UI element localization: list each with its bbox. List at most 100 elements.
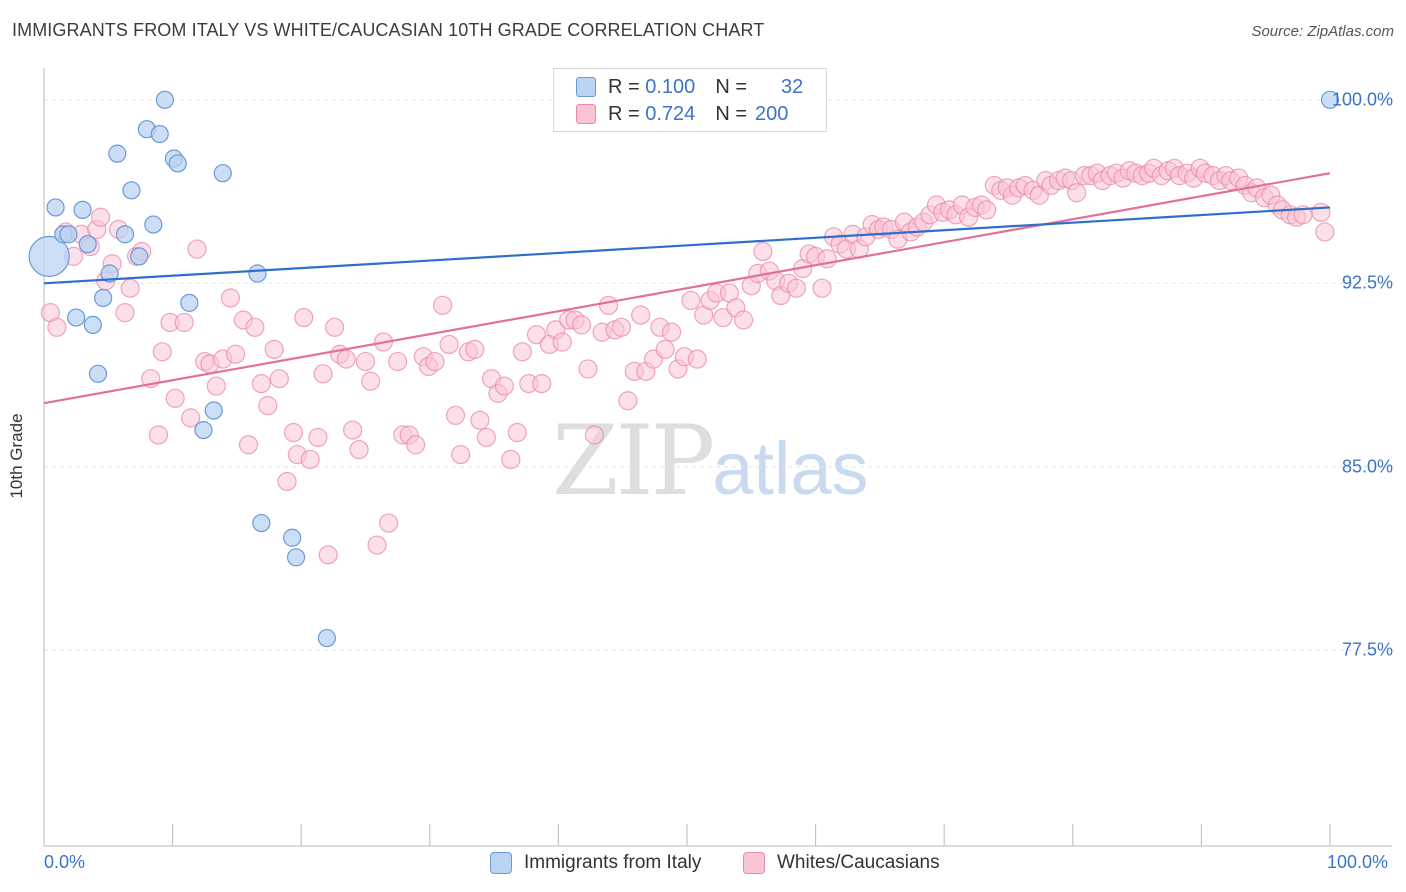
- pink-point: [165, 388, 185, 408]
- pink-point: [1311, 202, 1331, 222]
- italy-trend-line: [43, 206, 1331, 285]
- legend-row-italy: R = 0.100 N = 32: [576, 74, 803, 100]
- pink-point: [115, 303, 135, 323]
- pink-point: [451, 444, 471, 465]
- pink-point: [532, 374, 552, 394]
- r-label: R =: [608, 102, 640, 125]
- pink-point: [733, 310, 754, 330]
- pink-point: [277, 471, 297, 492]
- pink-point: [445, 405, 466, 426]
- pink-point: [308, 427, 328, 448]
- blue-point: [213, 164, 232, 183]
- blue-point: [283, 528, 302, 547]
- pink-point: [571, 315, 592, 335]
- legend-item-italy: Immigrants from Italy: [490, 852, 701, 874]
- pink-point: [269, 369, 289, 389]
- pink-point: [631, 305, 651, 325]
- pink-point: [349, 440, 369, 460]
- pink-point: [251, 374, 271, 394]
- watermark: ZIPatlas: [552, 405, 869, 517]
- pink-point: [552, 332, 572, 352]
- pink-point: [313, 364, 333, 384]
- blue-point: [130, 247, 149, 266]
- blue-point: [115, 225, 135, 244]
- pink-point: [1315, 222, 1335, 242]
- r-label: R =: [608, 75, 640, 98]
- trend-lines: [43, 172, 1331, 405]
- r-value: 0.100: [645, 75, 696, 98]
- watermark-zip: ZIP: [552, 405, 715, 517]
- pink-point: [361, 371, 381, 391]
- pink-point: [476, 427, 496, 448]
- watermark-atlas: atlas: [712, 427, 869, 510]
- blue-point: [78, 235, 97, 254]
- blue-point: [1320, 90, 1340, 109]
- pink-point: [681, 290, 701, 311]
- blue-point: [122, 181, 141, 200]
- n-value: 32: [781, 75, 804, 98]
- y-tick-label: 92.5%: [1341, 272, 1393, 293]
- pink-point: [406, 435, 426, 455]
- blue-point: [168, 154, 187, 173]
- blue-point: [73, 200, 92, 219]
- blue-point: [286, 548, 306, 567]
- pink-point: [611, 317, 632, 337]
- pink-point: [325, 317, 345, 337]
- pink-point: [753, 241, 773, 262]
- pink-point: [598, 295, 619, 315]
- blue-point: [100, 264, 119, 283]
- blue-point: [144, 215, 163, 234]
- x-tick-label-min: 0.0%: [44, 852, 86, 872]
- pink-point: [238, 435, 259, 455]
- blue-point: [248, 264, 267, 283]
- blue-point: [83, 315, 102, 334]
- legend-label: Immigrants from Italy: [524, 852, 702, 873]
- blue-point: [59, 225, 78, 244]
- blue-point: [94, 288, 113, 308]
- axes: [43, 68, 1392, 847]
- pink-point: [152, 342, 172, 362]
- pink-point: [713, 307, 733, 328]
- pink-point: [294, 307, 314, 328]
- y-tick-label: 85.0%: [1341, 456, 1393, 477]
- pink-point: [687, 349, 707, 369]
- pink-point: [226, 344, 246, 364]
- blue-square-icon: [490, 852, 512, 874]
- pink-point: [367, 535, 387, 555]
- pink-point: [618, 391, 638, 411]
- pink-point: [300, 449, 320, 470]
- blue-point: [46, 198, 65, 217]
- legend-row-whites: R = 0.724 N = 200: [576, 101, 788, 127]
- pink-point: [494, 376, 514, 396]
- pink-point: [512, 342, 532, 362]
- pink-point: [258, 396, 278, 416]
- pink-point: [526, 325, 547, 345]
- blue-point: [67, 308, 86, 327]
- pink-point: [465, 339, 485, 359]
- pink-square-icon: [743, 852, 765, 874]
- stats-legend: R = 0.100 N = 32 R = 0.724 N = 200: [553, 68, 827, 132]
- whites-caucasians-points: [40, 158, 1335, 565]
- blue-point: [194, 420, 213, 440]
- pink-point: [148, 425, 169, 445]
- pink-point: [977, 200, 997, 220]
- pink-point: [90, 207, 111, 227]
- pink-swatch-icon: [576, 104, 596, 124]
- pink-point: [584, 425, 605, 445]
- pink-point: [264, 339, 284, 359]
- pink-point: [245, 317, 265, 337]
- source-credit: Source: ZipAtlas.com: [1251, 23, 1394, 40]
- pink-point: [220, 288, 241, 308]
- pink-point: [578, 359, 598, 379]
- pink-point: [355, 351, 376, 372]
- pink-point: [786, 278, 806, 298]
- y-axis-label: 10th Grade: [7, 413, 26, 499]
- pink-point: [1067, 183, 1087, 203]
- pink-point: [206, 376, 226, 396]
- legend-item-whites: Whites/Caucasians: [743, 852, 940, 874]
- italy-points: [28, 90, 1340, 648]
- chart-title: IMMIGRANTS FROM ITALY VS WHITE/CAUCASIAN…: [12, 20, 765, 40]
- blue-point: [252, 513, 271, 533]
- pink-point: [379, 513, 399, 533]
